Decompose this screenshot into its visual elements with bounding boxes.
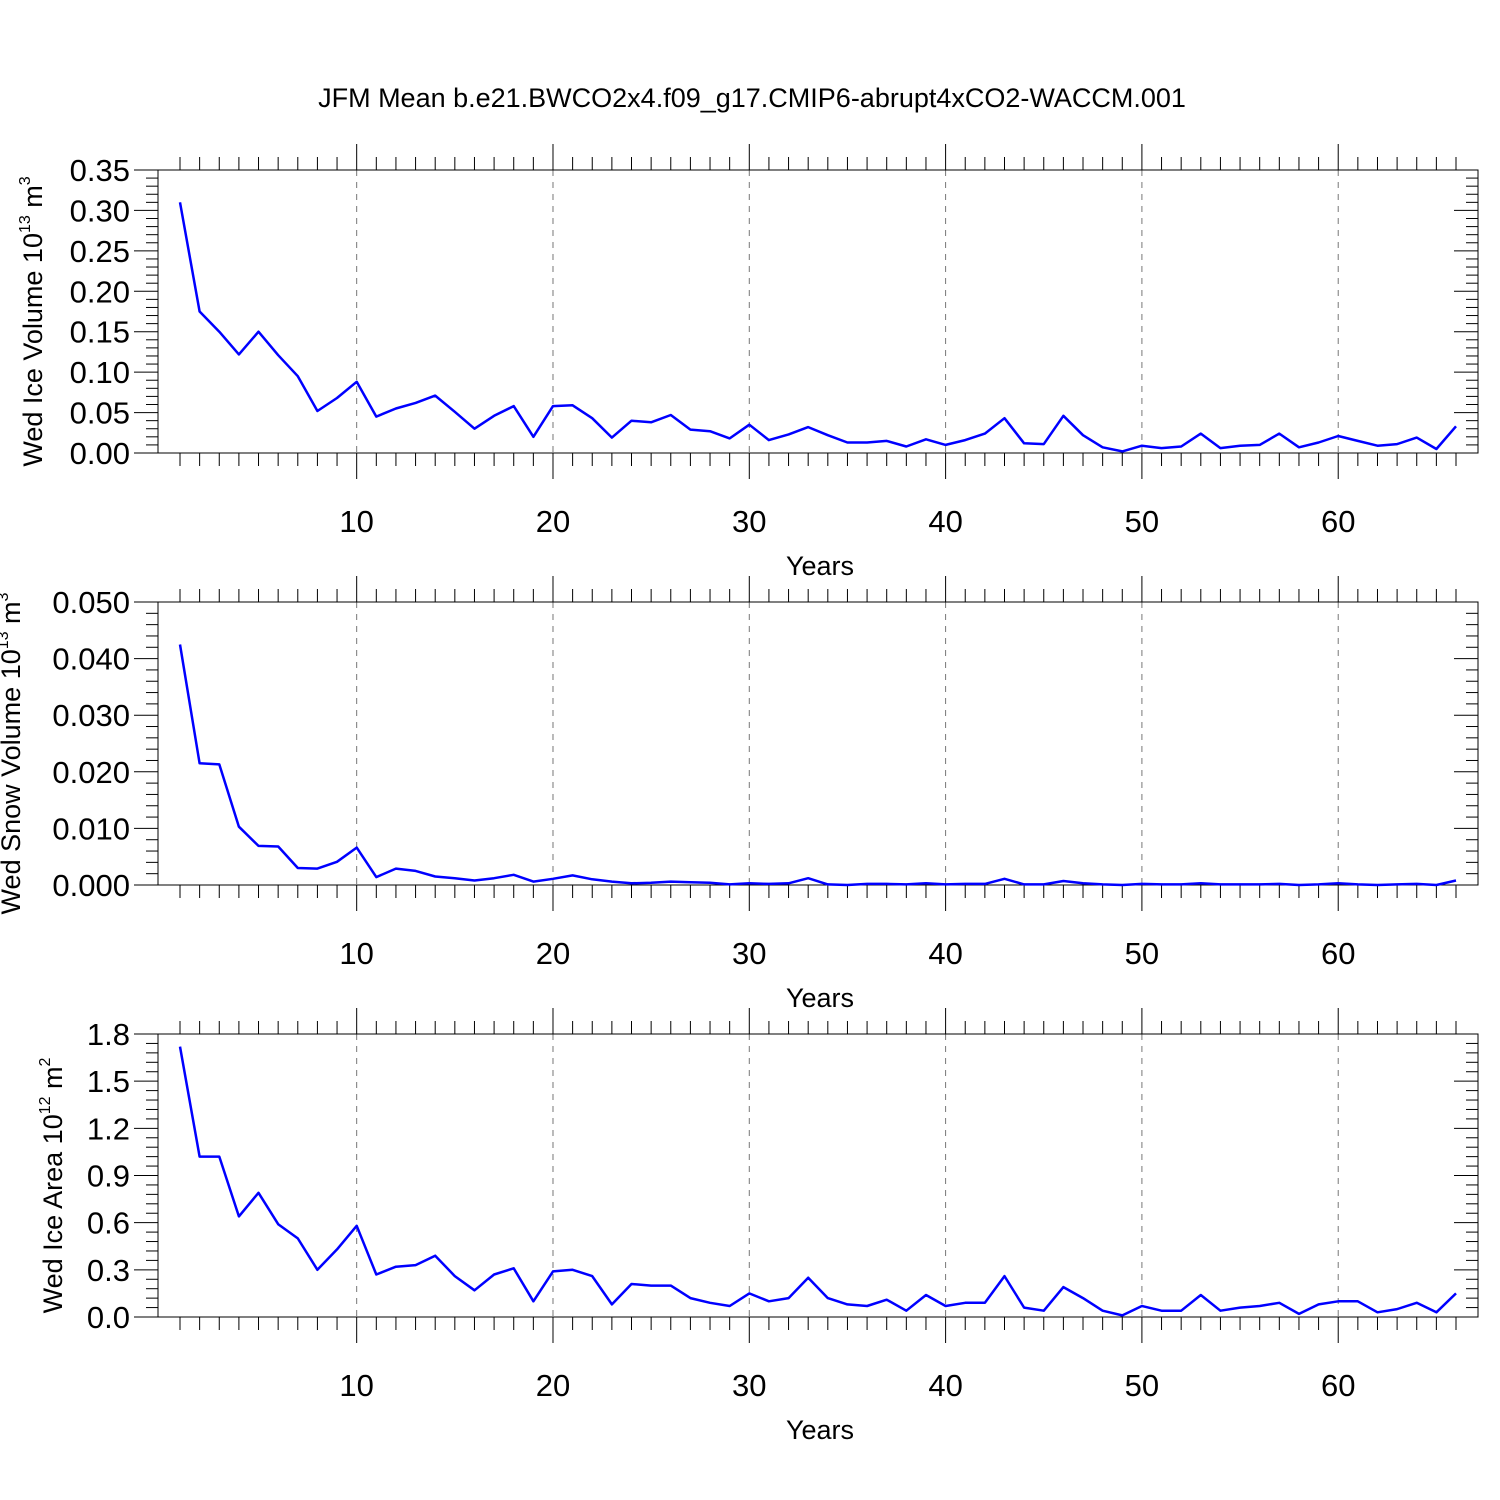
snow-volume-ytick-label: 0.030 <box>52 698 130 733</box>
snow-volume-xtick-label: 60 <box>1321 936 1355 971</box>
ice-area-xlabel: Years <box>786 1415 854 1445</box>
snow-volume-series-line <box>178 644 1457 887</box>
ice-volume-xlabel: Years <box>786 551 854 581</box>
ice-area-xtick-label: 50 <box>1125 1368 1159 1403</box>
ice-area-ylabel: Wed Ice Area 1012 m2 <box>37 1057 68 1313</box>
ice-area-panel: 10 20 30 40 50 60 0.0 0.3 0.6 0.9 1.2 1.5 1.8 Years We… <box>37 1008 1479 1445</box>
snow-volume-ytick-label: 0.000 <box>52 868 130 903</box>
snow-volume-xtick-label: 30 <box>732 936 766 971</box>
ice-area-ytick-label: 1.8 <box>87 1017 130 1052</box>
ice-area-xtick-label: 30 <box>732 1368 766 1403</box>
snow-volume-xtick-label: 20 <box>536 936 570 971</box>
ice-area-xtick-label: 60 <box>1321 1368 1355 1403</box>
ice-volume-series-line <box>178 202 1457 453</box>
ice-volume-ytick-label: 0.05 <box>70 396 130 431</box>
panels: 10 20 30 40 50 600.000.050.100.150.200.250.30… <box>0 144 1479 1445</box>
ice-volume-ytick-label: 0.10 <box>70 355 130 390</box>
snow-volume-ytick-label: 0.040 <box>52 642 130 677</box>
ice-volume-ytick-label: 0.30 <box>70 193 130 228</box>
chart-title: JFM Mean b.e21.BWCO2x4.f09_g17.CMIP6-abr… <box>318 83 1186 113</box>
ice-area-ytick-label: 0.9 <box>87 1159 130 1194</box>
ice-volume-xtick-label: 30 <box>732 504 766 539</box>
snow-volume-ytick-label: 0.020 <box>52 755 130 790</box>
ice-area-frame <box>157 1033 1479 1318</box>
ice-area-ytick-label: 1.5 <box>87 1064 130 1099</box>
snow-volume-xlabel: Years <box>786 983 854 1013</box>
snow-volume-panel: 10 20 30 40 50 60 0.000 0.010 0.020 0.030 0.040 0.0… <box>0 576 1479 1013</box>
ice-volume-ytick-label: 0.15 <box>70 315 130 350</box>
ice-area-xtick-label: 20 <box>536 1368 570 1403</box>
snow-volume-xtick-label: 10 <box>339 936 373 971</box>
ice-volume-xtick-label: 10 <box>339 504 373 539</box>
snow-volume-ytick-label: 0.050 <box>52 585 130 620</box>
snow-volume-ylabel: Wed Snow Volume 1013 m3 <box>0 592 26 914</box>
snow-volume-ytick-label: 0.010 <box>52 811 130 846</box>
snow-volume-xtick-label: 40 <box>928 936 962 971</box>
snow-volume-xtick-label: 50 <box>1125 936 1159 971</box>
ice-area-ytick-label: 0.3 <box>87 1253 130 1288</box>
ice-volume-xtick-label: 40 <box>928 504 962 539</box>
ice-area-ytick-label: 0.0 <box>87 1300 130 1335</box>
ice-volume-xtick-label: 60 <box>1321 504 1355 539</box>
ice-volume-xtick-label: 20 <box>536 504 570 539</box>
ice-volume-ytick-label: 0.35 <box>70 153 130 188</box>
ice-volume-ytick-label: 0.00 <box>70 436 130 471</box>
ice-volume-ytick-label: 0.20 <box>70 274 130 309</box>
ice-area-xtick-label: 10 <box>339 1368 373 1403</box>
ice-area-ytick-label: 0.6 <box>87 1206 130 1241</box>
ice-volume-ytick-label: 0.25 <box>70 234 130 269</box>
ice-area-series-line <box>178 1046 1457 1317</box>
ice-volume-panel: 10 20 30 40 50 60 0.00 0.05 0.10 0.15 0.20 0.25 0.30… <box>17 144 1479 581</box>
snow-volume-frame <box>157 601 1479 886</box>
ice-volume-xtick-label: 50 <box>1125 504 1159 539</box>
ice-volume-ylabel: Wed Ice Volume 1013 m3 <box>17 176 48 466</box>
ice-area-ytick-label: 1.2 <box>87 1111 130 1146</box>
ice-volume-frame <box>157 169 1479 454</box>
ice-area-xtick-label: 40 <box>928 1368 962 1403</box>
